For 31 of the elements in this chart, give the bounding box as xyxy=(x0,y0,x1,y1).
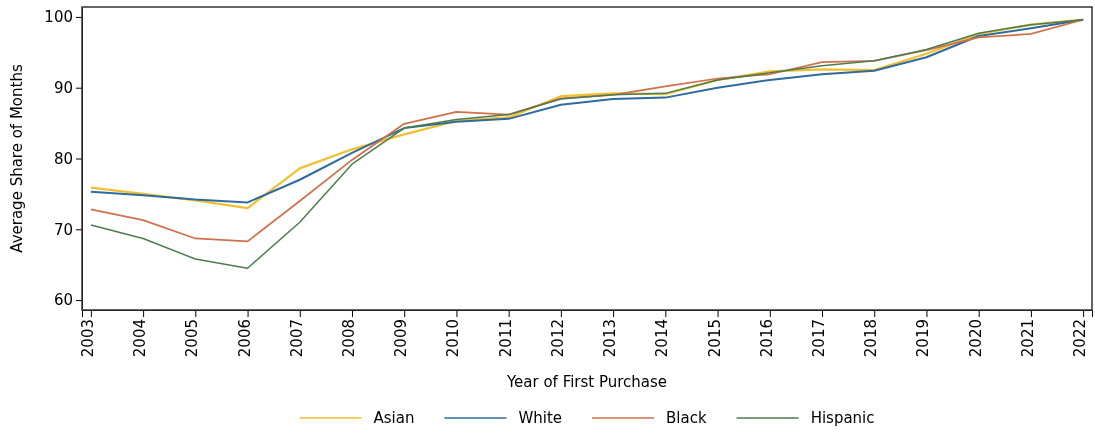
x-tick-label: 2006 xyxy=(235,319,254,358)
x-tick-label: 2004 xyxy=(131,319,150,358)
x-tick-label: 2016 xyxy=(757,319,776,358)
y-tick-label: 80 xyxy=(53,149,73,168)
legend-label: Black xyxy=(666,409,707,428)
x-tick-label: 2018 xyxy=(862,319,881,358)
x-tick-label: 2005 xyxy=(183,319,202,358)
x-tick-label: 2022 xyxy=(1071,319,1090,358)
x-tick-label: 2008 xyxy=(339,319,358,358)
x-tick-label: 2020 xyxy=(966,319,985,358)
x-tick-label: 2019 xyxy=(914,319,933,358)
x-tick-label: 2021 xyxy=(1018,319,1037,358)
x-tick-label: 2011 xyxy=(496,319,515,358)
y-tick-label: 100 xyxy=(44,8,73,27)
legend-label: White xyxy=(518,409,563,428)
y-tick-label: 60 xyxy=(53,291,73,310)
x-tick-label: 2014 xyxy=(653,319,672,358)
y-axis-title: Average Share of Months xyxy=(8,64,26,253)
x-tick-label: 2012 xyxy=(548,319,567,358)
x-tick-label: 2015 xyxy=(705,319,724,358)
x-tick-label: 2009 xyxy=(392,319,411,358)
legend-label: Hispanic xyxy=(810,409,875,428)
x-tick-label: 2010 xyxy=(444,319,463,358)
legend-label: Asian xyxy=(373,409,415,428)
x-axis-title: Year of First Purchase xyxy=(505,373,668,391)
x-tick-label: 2017 xyxy=(810,319,829,358)
y-tick-label: 90 xyxy=(53,79,73,98)
x-tick-label: 2013 xyxy=(601,319,620,358)
x-tick-label: 2007 xyxy=(287,319,306,358)
x-tick-label: 2003 xyxy=(78,319,97,358)
y-tick-label: 70 xyxy=(53,220,73,239)
